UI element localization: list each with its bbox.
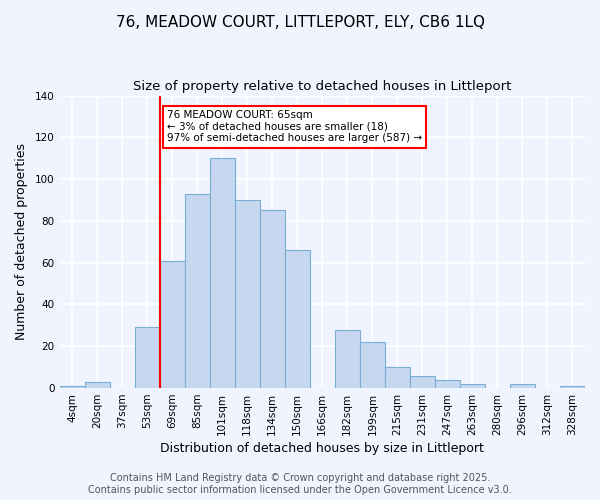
Bar — [160, 260, 185, 388]
Bar — [560, 386, 585, 388]
Bar — [285, 250, 310, 388]
Bar — [209, 158, 235, 388]
Bar — [59, 386, 85, 388]
Text: 76, MEADOW COURT, LITTLEPORT, ELY, CB6 1LQ: 76, MEADOW COURT, LITTLEPORT, ELY, CB6 1… — [115, 15, 485, 30]
Bar — [335, 330, 360, 388]
Y-axis label: Number of detached properties: Number of detached properties — [15, 144, 28, 340]
Bar — [435, 380, 460, 388]
Bar — [510, 384, 535, 388]
Bar — [360, 342, 385, 388]
Bar — [85, 382, 110, 388]
Bar — [235, 200, 260, 388]
Bar — [410, 376, 435, 388]
Bar — [185, 194, 209, 388]
X-axis label: Distribution of detached houses by size in Littleport: Distribution of detached houses by size … — [160, 442, 484, 455]
Text: Contains HM Land Registry data © Crown copyright and database right 2025.
Contai: Contains HM Land Registry data © Crown c… — [88, 474, 512, 495]
Bar — [134, 328, 160, 388]
Bar — [260, 210, 285, 388]
Text: 76 MEADOW COURT: 65sqm
← 3% of detached houses are smaller (18)
97% of semi-deta: 76 MEADOW COURT: 65sqm ← 3% of detached … — [167, 110, 422, 144]
Title: Size of property relative to detached houses in Littleport: Size of property relative to detached ho… — [133, 80, 511, 93]
Bar — [385, 367, 410, 388]
Bar — [460, 384, 485, 388]
